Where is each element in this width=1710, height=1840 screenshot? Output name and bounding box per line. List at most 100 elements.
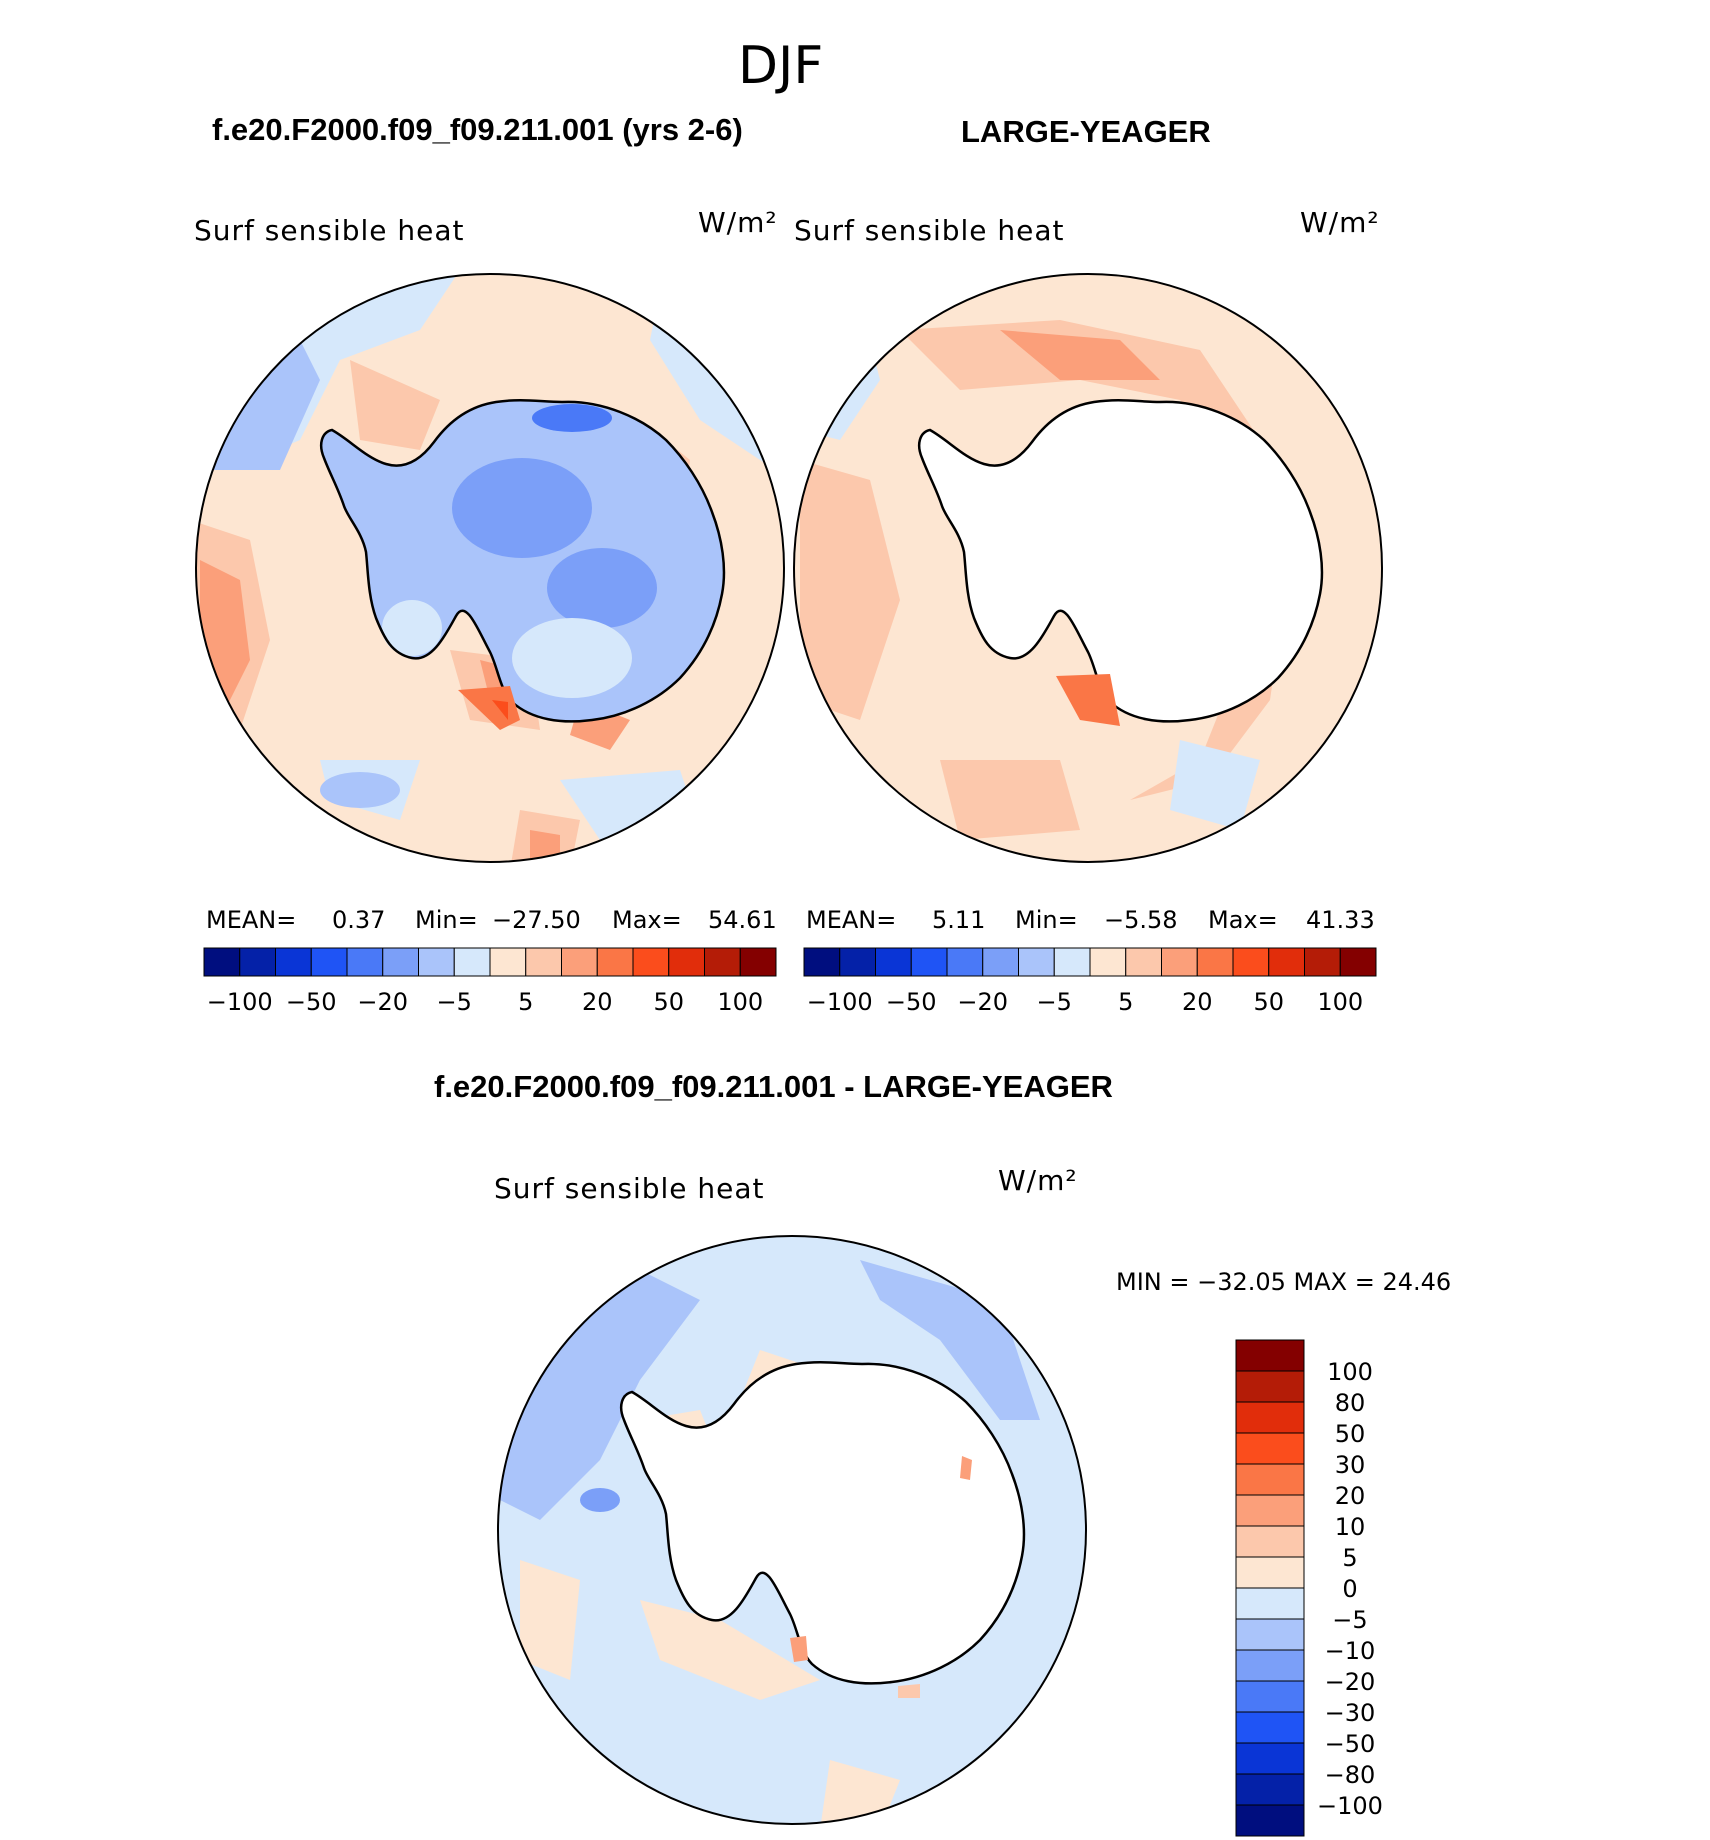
diff-colorbar-tick-label: 0 bbox=[1342, 1575, 1357, 1603]
diff-colorbar-tick-label: −30 bbox=[1325, 1699, 1376, 1727]
right-colorbar-swatch-4 bbox=[946, 947, 984, 977]
right-colorbar-swatch-1 bbox=[839, 947, 876, 977]
diff-colorbar-tick-label: −20 bbox=[1325, 1668, 1376, 1696]
left-map bbox=[195, 273, 785, 863]
diff-colorbar-tick-label: 5 bbox=[1342, 1544, 1357, 1572]
diff-colorbar-swatch-5 bbox=[1235, 1649, 1305, 1682]
diff-colorbar-tick-label: −80 bbox=[1325, 1761, 1376, 1789]
left-colorbar: −100 −50 −20 −5 5 20 50 100 bbox=[203, 947, 777, 1016]
left-colorbar-tick-label: 5 bbox=[518, 988, 533, 1016]
right-variable-label: Surf sensible heat bbox=[794, 214, 1065, 247]
diff-colorbar-tick-label: 100 bbox=[1327, 1358, 1373, 1386]
right-colorbar-swatch-9 bbox=[1125, 947, 1162, 977]
diff-colorbar-swatch-4 bbox=[1235, 1680, 1305, 1713]
diff-colorbar-swatch-10 bbox=[1235, 1494, 1305, 1527]
left-case-title: f.e20.F2000.f09_f09.211.001 (yrs 2-6) bbox=[212, 112, 743, 147]
right-max-label: Max= bbox=[1208, 906, 1278, 934]
left-colorbar-swatch-12 bbox=[632, 947, 670, 977]
diff-colorbar-swatch-14 bbox=[1235, 1370, 1305, 1403]
diff-colorbar-swatch-6 bbox=[1235, 1618, 1305, 1651]
right-colorbar-swatch-13 bbox=[1268, 947, 1305, 977]
diff-colorbar-swatch-0 bbox=[1235, 1804, 1305, 1837]
diff-variable-label: Surf sensible heat bbox=[494, 1172, 765, 1205]
left-variable-label: Surf sensible heat bbox=[194, 214, 465, 247]
right-case-title: LARGE-YEAGER bbox=[961, 114, 1211, 149]
left-colorbar-swatch-8 bbox=[489, 947, 527, 977]
right-colorbar-tick-label: 100 bbox=[1317, 988, 1363, 1016]
diff-colorbar-swatch-9 bbox=[1235, 1525, 1305, 1558]
left-colorbar-swatch-6 bbox=[418, 947, 455, 977]
right-colorbar-swatch-2 bbox=[875, 947, 912, 977]
diff-colorbar-tick-label: 30 bbox=[1335, 1451, 1366, 1479]
right-colorbar-swatch-14 bbox=[1304, 947, 1341, 977]
left-colorbar-tick-label: −20 bbox=[357, 988, 408, 1016]
right-colorbar-swatch-8 bbox=[1089, 947, 1127, 977]
right-colorbar-swatch-12 bbox=[1232, 947, 1270, 977]
right-colorbar-tick-label: −100 bbox=[807, 988, 873, 1016]
page-title: DJF bbox=[738, 36, 824, 96]
diff-colorbar-tick-label: 20 bbox=[1335, 1482, 1366, 1510]
diff-colorbar-swatch-11 bbox=[1235, 1463, 1305, 1496]
left-colorbar-tick-label: −50 bbox=[286, 988, 337, 1016]
left-colorbar-swatch-15 bbox=[739, 947, 777, 977]
left-units-label: W/m² bbox=[698, 206, 778, 239]
diff-colorbar-tick-label: 50 bbox=[1335, 1420, 1366, 1448]
left-colorbar-swatch-0 bbox=[203, 947, 241, 977]
right-min-label: Min= bbox=[1015, 906, 1078, 934]
diff-colorbar-swatch-15 bbox=[1235, 1339, 1305, 1372]
diff-colorbar-swatch-3 bbox=[1235, 1711, 1305, 1744]
left-colorbar-swatch-5 bbox=[382, 947, 419, 977]
right-colorbar-tick-label: 50 bbox=[1253, 988, 1284, 1016]
right-mean-label: MEAN= bbox=[806, 906, 897, 934]
right-colorbar-swatch-15 bbox=[1339, 947, 1377, 977]
diff-colorbar-swatch-8 bbox=[1235, 1556, 1305, 1589]
left-colorbar-swatch-4 bbox=[346, 947, 384, 977]
diff-colorbar-tick-label: −5 bbox=[1332, 1606, 1367, 1634]
right-max-value: 41.33 bbox=[1306, 906, 1375, 934]
left-max-value: 54.61 bbox=[708, 906, 777, 934]
diff-map bbox=[497, 1235, 1087, 1825]
right-colorbar: −100 −50 −20 −5 5 20 50 100 bbox=[803, 947, 1377, 1016]
right-colorbar-swatch-3 bbox=[910, 947, 948, 977]
right-colorbar-swatch-0 bbox=[803, 947, 841, 977]
right-map bbox=[793, 273, 1383, 863]
right-min-value: −5.58 bbox=[1104, 906, 1178, 934]
diff-colorbar-swatch-1 bbox=[1235, 1773, 1305, 1806]
left-colorbar-swatch-9 bbox=[525, 947, 562, 977]
left-min-value: −27.50 bbox=[492, 906, 581, 934]
right-colorbar-tick-label: −50 bbox=[886, 988, 937, 1016]
left-max-label: Max= bbox=[612, 906, 682, 934]
left-colorbar-swatch-3 bbox=[310, 947, 348, 977]
left-mean-value: 0.37 bbox=[332, 906, 386, 934]
diff-colorbar-swatch-7 bbox=[1235, 1587, 1305, 1620]
right-colorbar-swatch-7 bbox=[1053, 947, 1091, 977]
left-colorbar-swatch-11 bbox=[596, 947, 634, 977]
diff-colorbar-swatch-2 bbox=[1235, 1742, 1305, 1775]
left-colorbar-swatch-1 bbox=[239, 947, 276, 977]
right-colorbar-swatch-5 bbox=[982, 947, 1019, 977]
left-colorbar-tick-label: 20 bbox=[582, 988, 613, 1016]
diff-colorbar-tick-label: 10 bbox=[1335, 1513, 1366, 1541]
left-mean-label: MEAN= bbox=[206, 906, 297, 934]
diff-units-label: W/m² bbox=[998, 1164, 1078, 1197]
diff-minmax-label: MIN = −32.05 MAX = 24.46 bbox=[1116, 1268, 1452, 1296]
right-mean-value: 5.11 bbox=[932, 906, 986, 934]
diff-colorbar-tick-label: −50 bbox=[1325, 1730, 1376, 1758]
left-min-label: Min= bbox=[415, 906, 478, 934]
diff-case-title: f.e20.F2000.f09_f09.211.001 - LARGE-YEAG… bbox=[434, 1069, 1113, 1104]
right-colorbar-tick-label: 20 bbox=[1182, 988, 1213, 1016]
left-colorbar-swatch-14 bbox=[704, 947, 741, 977]
left-colorbar-swatch-7 bbox=[453, 947, 491, 977]
right-colorbar-tick-label: −5 bbox=[1037, 988, 1072, 1016]
left-colorbar-tick-label: 100 bbox=[717, 988, 763, 1016]
left-colorbar-swatch-10 bbox=[561, 947, 598, 977]
right-colorbar-tick-label: 5 bbox=[1118, 988, 1133, 1016]
right-units-label: W/m² bbox=[1300, 206, 1380, 239]
left-colorbar-swatch-2 bbox=[275, 947, 312, 977]
left-colorbar-tick-label: −100 bbox=[207, 988, 273, 1016]
diff-colorbar-tick-label: −100 bbox=[1317, 1792, 1383, 1820]
diff-colorbar-tick-label: 80 bbox=[1335, 1389, 1366, 1417]
right-colorbar-swatch-11 bbox=[1196, 947, 1234, 977]
